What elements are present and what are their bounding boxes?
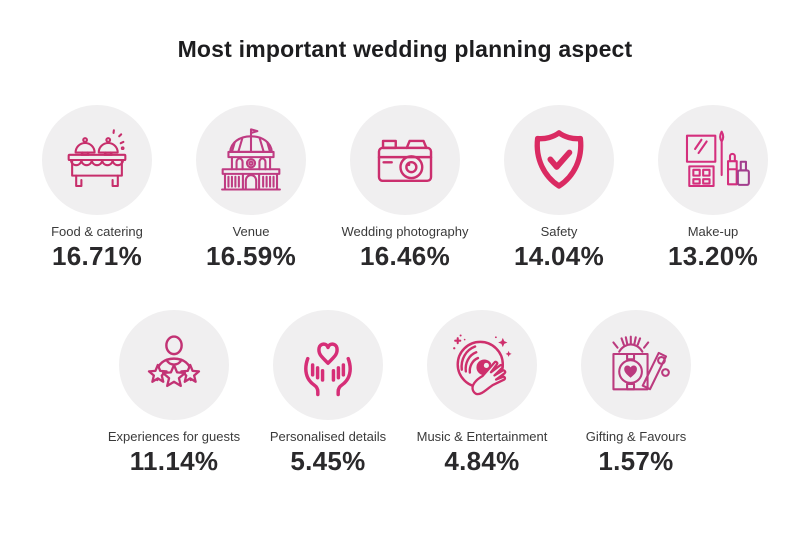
aspect-label: Venue xyxy=(232,224,270,239)
aspect-label: Make-up xyxy=(687,224,739,239)
icon-circle xyxy=(581,310,691,420)
aspect-value: 16.46% xyxy=(360,241,450,271)
aspect-label: Experiences for guests xyxy=(107,429,241,444)
aspect-label: Food & catering xyxy=(51,224,143,239)
icon-circle xyxy=(42,105,152,215)
aspect-value: 5.45% xyxy=(290,446,366,476)
buffet-table-icon xyxy=(60,123,134,197)
aspect-value: 16.71% xyxy=(52,241,142,271)
aspect-item-experiences: Experiences for guests 11.14% xyxy=(97,310,251,477)
aspect-label: Music & Entertainment xyxy=(416,429,548,444)
aspect-item-photography: Wedding photography 16.46% xyxy=(328,105,482,272)
aspect-item-food-catering: Food & catering 16.71% xyxy=(20,105,174,272)
aspect-item-personalised: Personalised details 5.45% xyxy=(251,310,405,477)
gift-box-icon xyxy=(599,328,673,402)
page-title: Most important wedding planning aspect xyxy=(177,36,633,62)
shield-check-icon xyxy=(522,123,596,197)
icon-circle xyxy=(273,310,383,420)
aspect-item-venue: Venue 16.59% xyxy=(174,105,328,272)
camera-icon xyxy=(368,123,442,197)
aspect-item-safety: Safety 14.04% xyxy=(482,105,636,272)
icon-circle xyxy=(196,105,306,215)
top-row: Food & catering 16.71% xyxy=(0,105,810,272)
aspect-label: Safety xyxy=(540,224,578,239)
icon-circle xyxy=(658,105,768,215)
aspect-value: 11.14% xyxy=(129,446,219,476)
aspect-label: Gifting & Favours xyxy=(585,429,687,444)
icon-circle xyxy=(350,105,460,215)
aspect-item-makeup: Make-up 13.20% xyxy=(636,105,790,272)
person-stars-icon xyxy=(137,328,211,402)
aspect-value: 13.20% xyxy=(668,241,758,271)
aspect-value: 16.59% xyxy=(206,241,296,271)
bottom-row: Experiences for guests 11.14% xyxy=(0,310,810,477)
aspect-label: Wedding photography xyxy=(341,224,469,239)
aspect-label: Personalised details xyxy=(269,429,387,444)
hands-heart-icon xyxy=(291,328,365,402)
makeup-set-icon xyxy=(676,123,750,197)
aspect-value: 1.57% xyxy=(598,446,674,476)
dj-vinyl-hand-icon xyxy=(445,328,519,402)
aspect-item-music: Music & Entertainment 4.84% xyxy=(405,310,559,477)
aspect-value: 14.04% xyxy=(514,241,604,271)
icon-circle xyxy=(504,105,614,215)
icon-circle xyxy=(427,310,537,420)
aspect-value: 4.84% xyxy=(444,446,520,476)
icon-circle xyxy=(119,310,229,420)
venue-building-icon xyxy=(214,123,288,197)
aspect-item-gifting: Gifting & Favours 1.57% xyxy=(559,310,713,477)
